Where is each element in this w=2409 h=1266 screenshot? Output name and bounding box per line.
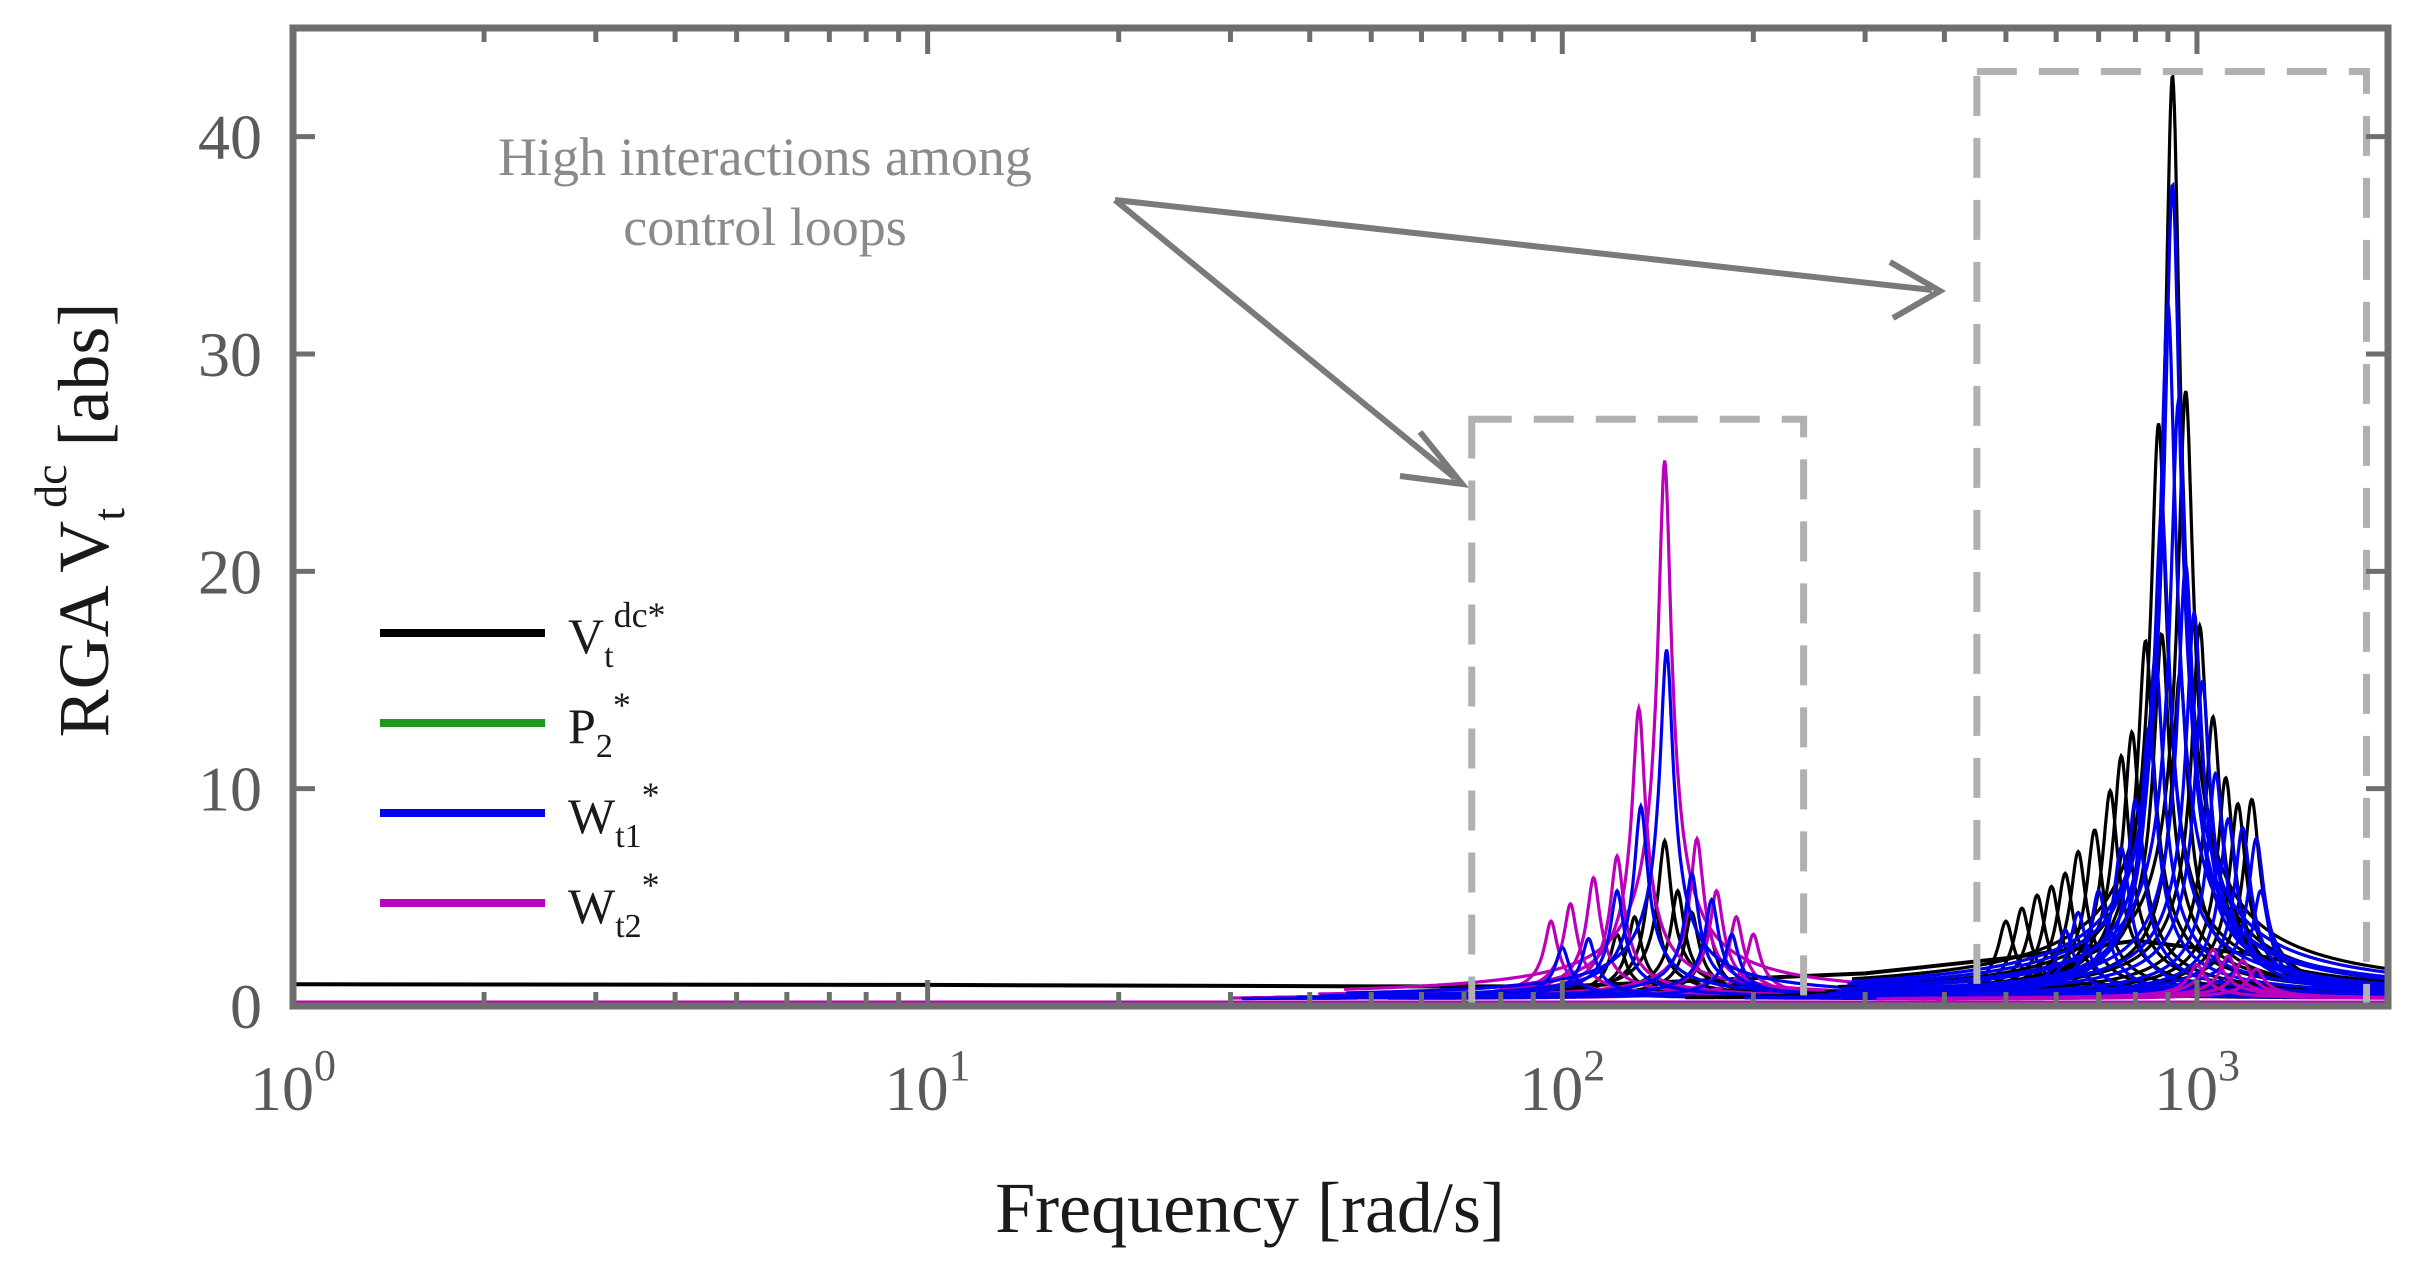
x-tick-labels: 100 101 102 103 xyxy=(250,1041,2240,1124)
x-tick-label-exp: 3 xyxy=(2218,1041,2240,1090)
series-line xyxy=(1847,303,2388,986)
legend-label-sub: t2 xyxy=(615,908,641,945)
legend-label-sub: t xyxy=(604,638,614,675)
annotation-arrowhead-left xyxy=(1399,430,1470,488)
annotation-arrow-right xyxy=(1114,197,1933,293)
y-axis-label-unit: [abs] xyxy=(44,303,124,465)
series-group xyxy=(293,72,2388,1006)
axes-frame xyxy=(289,24,2392,1010)
legend-label-base: W xyxy=(568,788,616,844)
legend-label: Wt1* xyxy=(568,775,660,855)
legend-label-sub: t1 xyxy=(615,818,641,855)
legend-item-p2: P2* xyxy=(380,685,631,765)
y-axis-label-main: RGA V xyxy=(44,521,124,738)
y-axis-label: RGA Vtdc [abs] xyxy=(25,303,134,738)
annotation-line-1: High interactions among xyxy=(498,127,1032,187)
legend-label-sub: 2 xyxy=(596,728,613,765)
annotation-arrow-left xyxy=(1113,197,1457,481)
series-line xyxy=(1851,181,2388,983)
legend-label: Wt2* xyxy=(568,865,660,945)
x-tick-label: 101 xyxy=(885,1041,971,1124)
x-tick-label: 100 xyxy=(250,1041,336,1124)
y-axis-label-sup: dc xyxy=(25,464,76,507)
x-tick-label: 103 xyxy=(2154,1041,2240,1124)
legend-label-sup: * xyxy=(642,775,660,815)
x-axis-label: Frequency [rad/s] xyxy=(995,1168,1505,1248)
x-tick-label-exp: 0 xyxy=(314,1041,336,1090)
x-tick-label-exp: 1 xyxy=(949,1041,971,1090)
y-tick-label: 40 xyxy=(198,102,262,173)
legend-label-base: W xyxy=(568,878,616,934)
y-tick-label: 10 xyxy=(198,754,262,825)
legend-label-base: P xyxy=(568,698,596,754)
annotation-line-2: control loops xyxy=(623,197,906,257)
series-line xyxy=(1935,967,2388,1001)
x-tick-label-base: 10 xyxy=(250,1053,314,1124)
legend-item-vt: Vtdc* xyxy=(380,595,666,675)
x-tick-label: 102 xyxy=(1519,1041,1605,1124)
legend-item-wt1: Wt1* xyxy=(380,775,660,855)
legend-label: Vtdc* xyxy=(568,595,666,675)
x-tick-label-base: 10 xyxy=(885,1053,949,1124)
svg-text:RGA Vtdc [abs]: RGA Vtdc [abs] xyxy=(25,303,134,738)
x-tick-label-base: 10 xyxy=(1519,1053,1583,1124)
legend-label-sup: * xyxy=(642,865,660,905)
legend-label-sup: dc* xyxy=(614,595,666,635)
series-wt2 xyxy=(1876,947,2388,1001)
legend-label-sup: * xyxy=(613,685,631,725)
annotation: High interactions among control loops xyxy=(498,127,1947,488)
legend-label-base: V xyxy=(568,608,604,664)
y-tick-label: 20 xyxy=(198,536,262,607)
x-tick-label-exp: 2 xyxy=(1583,1041,1605,1090)
y-tick-label: 0 xyxy=(230,971,262,1042)
annotation-arrowhead-right xyxy=(1888,259,1947,321)
x-tick-label-base: 10 xyxy=(2154,1053,2218,1124)
y-tick-label: 30 xyxy=(198,319,262,390)
legend-label: P2* xyxy=(568,685,631,765)
legend: Vtdc*P2*Wt1*Wt2* xyxy=(380,595,666,945)
y-tick-labels: 0 10 20 30 40 xyxy=(198,102,262,1042)
plot-area xyxy=(293,28,2388,1006)
legend-item-wt2: Wt2* xyxy=(380,865,660,945)
y-axis-label-sub: t xyxy=(83,508,134,521)
